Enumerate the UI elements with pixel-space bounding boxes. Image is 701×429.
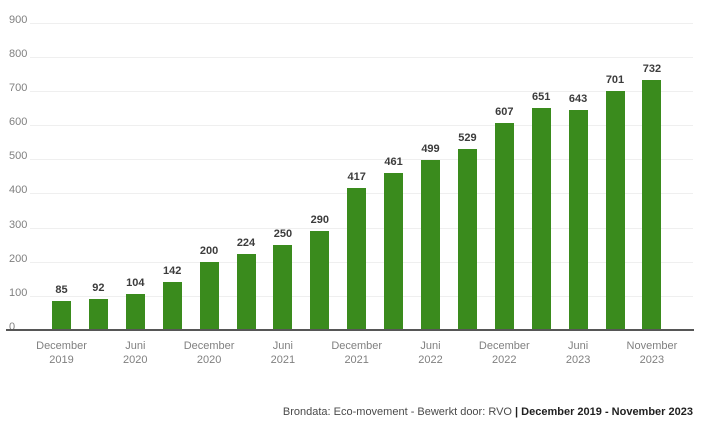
y-axis-tick-label: 700	[9, 81, 28, 94]
bar-value-label: 643	[568, 93, 588, 106]
bar[interactable]	[273, 244, 293, 330]
bar-value-label: 499	[421, 142, 440, 155]
x-axis-tick-label: December 2022	[478, 340, 530, 366]
y-axis-tick-label: 500	[9, 150, 28, 163]
bar-value-label: 142	[163, 264, 182, 277]
bar[interactable]	[457, 149, 477, 330]
bar[interactable]	[642, 80, 662, 330]
bar[interactable]	[199, 261, 219, 330]
bar-value-label: 417	[347, 170, 366, 183]
x-axis-tick-label: December 2020	[183, 340, 235, 366]
source-note: Brondata: Eco-movement - Bewerkt door: R…	[283, 406, 693, 418]
y-axis-tick-label: 100	[9, 286, 28, 299]
bar-value-label: 701	[605, 73, 625, 86]
bar[interactable]	[52, 300, 71, 330]
bar-value-label: 104	[126, 277, 145, 290]
x-axis-line	[6, 329, 694, 331]
x-axis-tick-label: December 2021	[331, 340, 383, 366]
y-axis-tick-label: 200	[9, 252, 28, 265]
bar-value-label: 290	[310, 213, 329, 226]
gridline	[30, 90, 693, 92]
y-axis-tick-label: 400	[9, 184, 28, 197]
y-axis-tick-label: 600	[9, 116, 28, 129]
bar[interactable]	[568, 110, 588, 330]
bar-value-label: 224	[236, 236, 256, 249]
gridline	[30, 159, 693, 161]
bar-value-label: 607	[495, 105, 514, 118]
gridline	[30, 56, 693, 58]
y-axis-tick-label: 900	[9, 13, 28, 26]
y-axis-tick-label: 300	[9, 218, 28, 231]
bar[interactable]	[421, 159, 440, 330]
bar[interactable]	[162, 281, 182, 330]
x-axis-tick-label: Juni 2023	[565, 340, 591, 366]
gridline	[30, 125, 693, 127]
bar[interactable]	[384, 172, 404, 330]
x-axis-tick-label: Juni 2022	[418, 340, 443, 366]
y-axis-tick-label: 800	[9, 47, 28, 60]
bar-value-label: 92	[92, 281, 105, 294]
bar[interactable]	[494, 122, 514, 330]
bar[interactable]	[347, 187, 367, 330]
y-axis-tick-label: 0	[9, 321, 16, 333]
source-note-period: | December 2019 - November 2023	[515, 406, 693, 418]
x-axis-tick-label: December 2019	[36, 340, 87, 366]
source-note-text: Brondata: Eco-movement - Bewerkt door: R…	[282, 406, 516, 418]
bar[interactable]	[125, 294, 145, 330]
bar[interactable]	[310, 230, 330, 330]
bar-value-label: 651	[532, 90, 551, 103]
x-axis-tick-label: November 2023	[626, 340, 678, 366]
bar[interactable]	[88, 298, 108, 330]
bar[interactable]	[531, 107, 551, 330]
gridline	[30, 22, 693, 24]
x-axis-tick-label: Juni 2020	[123, 340, 148, 366]
bar[interactable]	[236, 253, 256, 330]
bar-value-label: 461	[384, 155, 403, 168]
bar-value-label: 732	[642, 63, 662, 76]
x-axis-tick-label: Juni 2021	[270, 340, 296, 366]
bar-value-label: 200	[199, 244, 219, 257]
bar[interactable]	[605, 90, 625, 330]
bar-value-label: 529	[458, 132, 477, 145]
plot-area: 0 100 200 300 400 500 600 700 800 900 85 December 20…	[6, 13, 694, 366]
bar-value-label: 250	[273, 227, 293, 240]
bar-value-label: 85	[55, 283, 68, 296]
